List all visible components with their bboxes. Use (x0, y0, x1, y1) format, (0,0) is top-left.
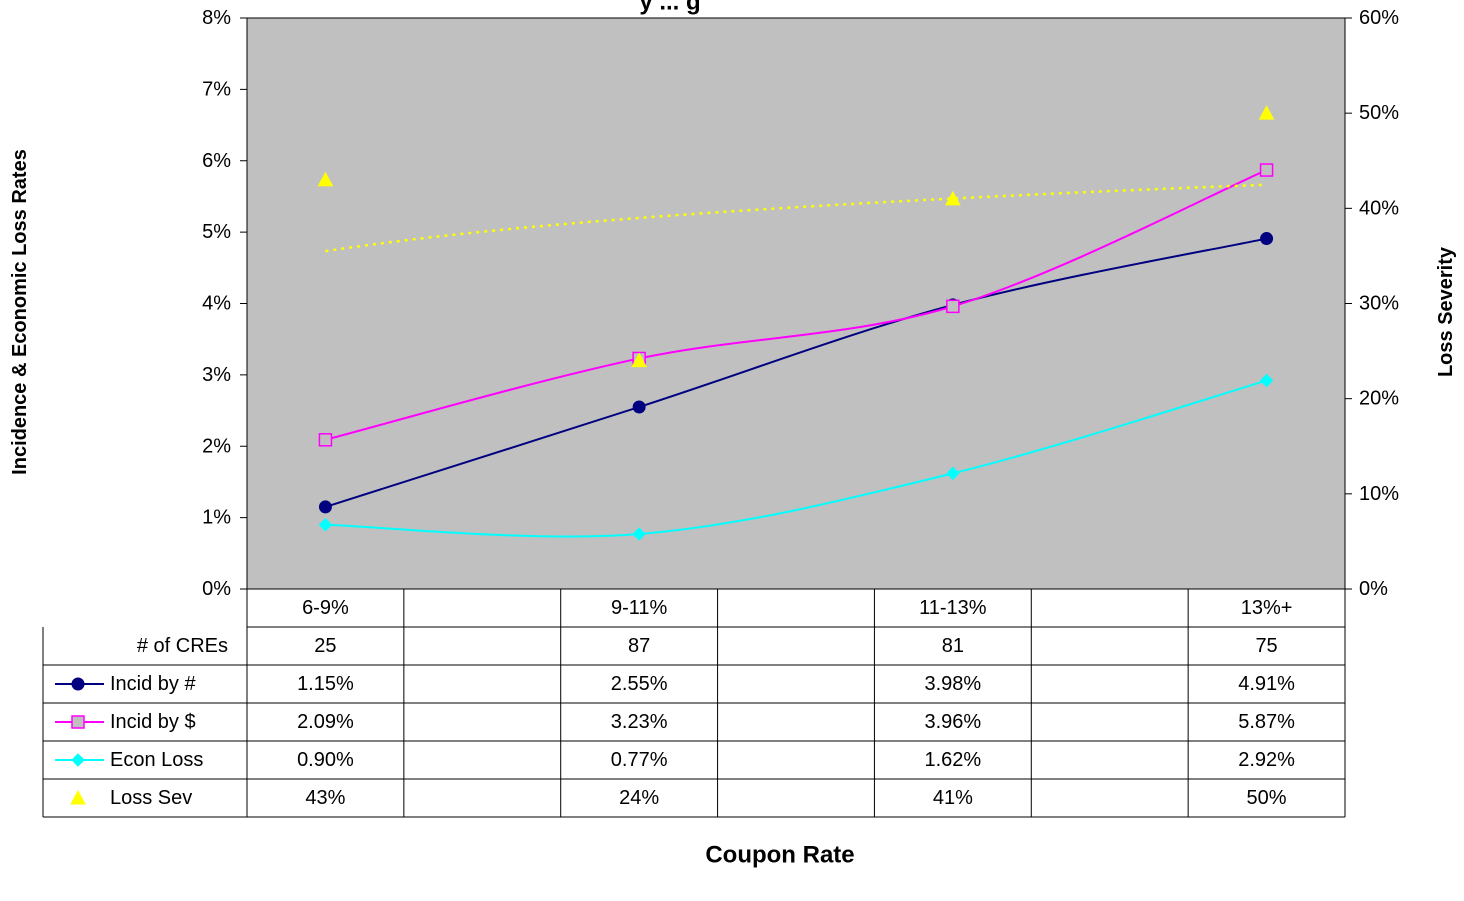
right-axis-tick-label: 20% (1359, 388, 1399, 410)
table-cell: 3.96% (924, 711, 981, 733)
data-point-incid-by (632, 400, 646, 414)
data-point-loss-sev (317, 171, 334, 187)
table-cell: 81 (942, 635, 964, 657)
left-axis-title: Incidence & Economic Loss Rates (9, 149, 31, 475)
category-label: 9-11% (611, 597, 668, 619)
left-axis-tick-label: 8% (202, 7, 231, 29)
right-axis-tick-label: 30% (1359, 293, 1399, 315)
right-axis-title: Loss Severity (1435, 246, 1457, 377)
x-axis-title: Coupon Rate (705, 842, 854, 869)
right-axis-tick-label: 0% (1359, 578, 1388, 600)
data-point-econ-loss (632, 527, 646, 541)
table-row-label: # of CREs (137, 635, 228, 657)
left-axis-tick-label: 3% (202, 364, 231, 386)
left-axis-tick-label: 0% (202, 578, 231, 600)
plot-area (246, 17, 1346, 590)
left-axis-tick-label: 4% (202, 293, 231, 315)
data-point-econ-loss (946, 466, 960, 481)
right-axis-tick-label: 40% (1359, 197, 1399, 219)
table-cell: 41% (933, 787, 973, 809)
category-label: 6-9% (302, 597, 349, 619)
legend-key-marker-loss-sev (70, 789, 86, 805)
right-axis-tick-label: 10% (1359, 483, 1399, 505)
table-cell: 0.77% (611, 749, 668, 771)
table-cell: 3.98% (924, 673, 981, 695)
table-cell: 1.15% (297, 673, 354, 695)
left-axis-tick-label: 7% (202, 78, 231, 100)
category-label: 13%+ (1241, 597, 1293, 619)
table-cell: 4.91% (1238, 673, 1295, 695)
legend-key-marker-incid-by (71, 715, 85, 729)
data-point-econ-loss (318, 518, 333, 532)
table-cell: 1.62% (924, 749, 981, 771)
category-label: 11-13% (919, 597, 987, 619)
data-point-loss-sev (631, 352, 647, 368)
series-trendline-loss-sev (325, 183, 1267, 253)
left-axis-tick-label: 2% (202, 435, 231, 457)
table-cell: 43% (305, 787, 345, 809)
left-axis-tick-label: 1% (202, 507, 231, 529)
legend-key-marker-econ-loss (71, 753, 85, 767)
table-cell: 3.23% (611, 711, 668, 733)
table-cell: 2.92% (1238, 749, 1295, 771)
table-cell: 2.09% (297, 711, 354, 733)
table-cell: 24% (619, 787, 659, 809)
left-axis-tick-label: 5% (202, 221, 231, 243)
table-cell: 50% (1247, 787, 1287, 809)
data-point-incid-by (318, 500, 332, 514)
data-point-loss-sev (1258, 105, 1275, 120)
chart-title: y ... g (639, 0, 700, 16)
series-line-econ-loss (325, 379, 1267, 538)
legend-label: Econ Loss (110, 749, 203, 771)
table-cell: 2.55% (611, 673, 668, 695)
legend-label: Incid by # (110, 673, 196, 695)
legend-label: Loss Sev (110, 787, 192, 809)
data-point-incid-by (1260, 232, 1274, 246)
data-point-loss-sev (945, 190, 961, 206)
table-cell: 25 (314, 635, 336, 657)
left-axis-tick-label: 6% (202, 150, 231, 172)
legend-label: Incid by $ (110, 711, 196, 733)
table-cell: 75 (1255, 635, 1277, 657)
table-cell: 5.87% (1238, 711, 1295, 733)
right-axis-tick-label: 60% (1359, 7, 1399, 29)
series-line-incid-by (325, 237, 1267, 508)
data-point-econ-loss (1259, 373, 1274, 388)
series-line-incid-by (325, 169, 1267, 441)
table-cell: 87 (628, 635, 650, 657)
table-cell: 0.90% (297, 749, 354, 771)
data-point-incid-by (318, 433, 333, 447)
legend-key-marker-incid-by (71, 677, 85, 691)
data-point-incid-by (946, 299, 960, 314)
data-point-incid-by (1259, 163, 1274, 177)
right-axis-tick-label: 50% (1359, 102, 1399, 124)
